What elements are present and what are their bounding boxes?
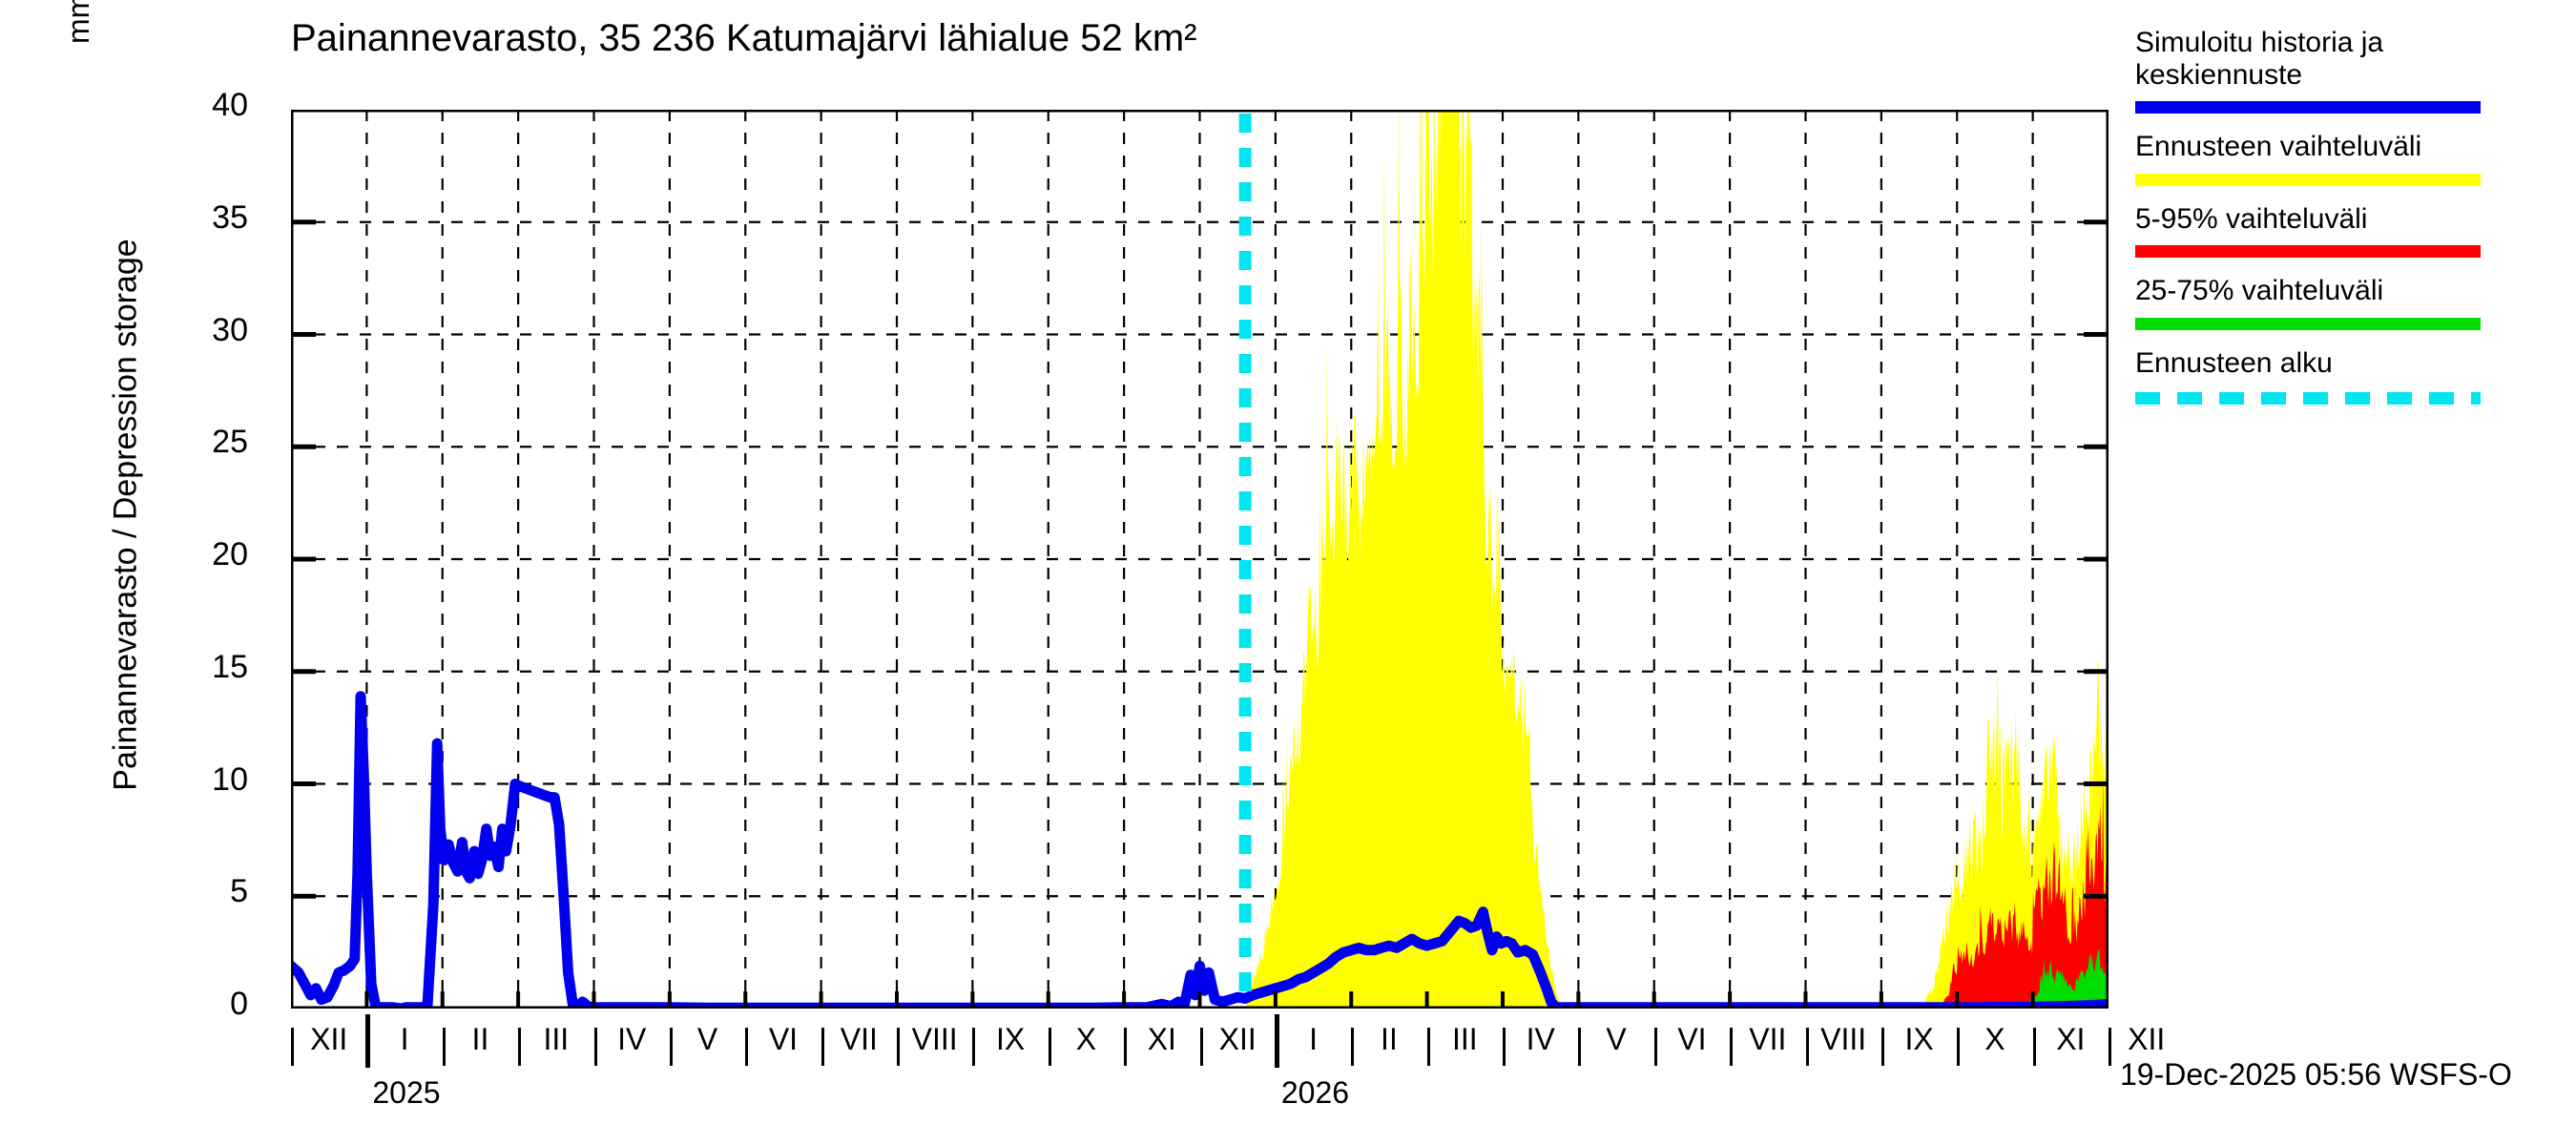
x-tick-label: IV (1526, 1022, 1555, 1056)
band-full-range (1245, 110, 2109, 1009)
x-tick-separator (1351, 1028, 1355, 1066)
x-tick-label: II (471, 1022, 489, 1056)
x-tick-separator (2109, 1028, 2111, 1066)
x-tick-separator (1653, 1028, 1657, 1066)
x-tick-label: VII (1749, 1022, 1787, 1056)
x-tick-label: X (1984, 1022, 2005, 1056)
y-tick-label: 35 (212, 198, 248, 236)
legend-item-swatch (2135, 391, 2481, 405)
x-tick-label: II (1381, 1022, 1398, 1056)
gridlines (291, 110, 2109, 1009)
x-tick-label: XI (1147, 1022, 1176, 1056)
x-tick-separator (1426, 1028, 1430, 1066)
x-tick-separator (821, 1028, 824, 1066)
x-tick-separator (1503, 1028, 1506, 1066)
legend-item-swatch (2135, 317, 2481, 330)
x-tick-separator (897, 1028, 900, 1066)
plot-area (291, 110, 2109, 1009)
series-simulated-history-line (291, 691, 2109, 1009)
y-tick-label: 25 (212, 424, 248, 461)
x-tick-separator (669, 1028, 673, 1066)
legend-item-swatch (2135, 173, 2481, 186)
x-tick-label: VIII (911, 1022, 958, 1056)
legend-item: Simuloitu historia ja keskiennuste (2135, 27, 2574, 114)
x-tick-label: XII (310, 1022, 348, 1056)
x-tick-separator (1048, 1028, 1051, 1066)
x-tick-label: V (696, 1022, 718, 1056)
x-tick-label: IX (995, 1022, 1026, 1056)
legend-item: Ennusteen vaihteluväli (2135, 131, 2574, 186)
y-tick-label: 40 (212, 87, 248, 123)
chart-legend: Simuloitu historia ja keskiennuste Ennust… (2135, 27, 2574, 408)
x-tick-separator (518, 1028, 522, 1066)
x-tick-separator (2032, 1028, 2036, 1066)
legend-item-label: Simuloitu historia ja keskiennuste (2135, 27, 2384, 91)
x-tick-label: IV (617, 1022, 647, 1056)
x-tick-label: XII (2128, 1022, 2166, 1056)
x-tick-separator (1124, 1028, 1128, 1066)
y-tick-label: 15 (212, 648, 248, 685)
x-year-separator (365, 1014, 371, 1068)
x-tick-label: VI (1677, 1022, 1707, 1056)
x-tick-label: XI (2056, 1022, 2086, 1056)
x-year-separator (1274, 1014, 1279, 1068)
band-5-95 (1245, 775, 2109, 1009)
x-tick-separator (1880, 1028, 1884, 1066)
x-year-label: 2026 (1280, 1075, 1350, 1110)
y-tick-label: 10 (212, 760, 248, 798)
x-tick-separator (972, 1028, 976, 1066)
axis-frame (291, 110, 2109, 1009)
legend-item: Ennusteen alku (2135, 347, 2574, 405)
x-tick-separator (1805, 1028, 1809, 1066)
x-tick-label: III (1451, 1022, 1478, 1056)
x-tick-label: I (400, 1022, 409, 1056)
y-tick-label: 30 (212, 311, 248, 348)
x-tick-label: VIII (1820, 1022, 1867, 1056)
x-tick-label: XII (1218, 1022, 1257, 1056)
x-tick-label: IX (1904, 1022, 1934, 1056)
y-axis-unit: mm (61, 0, 95, 44)
y-tick-label: 20 (212, 536, 248, 572)
x-tick-separator (442, 1028, 446, 1066)
legend-item-label: 5-95% vaihteluväli (2135, 202, 2368, 235)
y-tick-label: 0 (230, 986, 248, 1022)
x-tick-separator (1957, 1028, 1961, 1066)
x-tick-separator (745, 1028, 749, 1066)
x-tick-label: VII (840, 1022, 878, 1056)
x-year-label: 2025 (372, 1075, 441, 1110)
legend-item-label: Ennusteen alku (2135, 346, 2333, 379)
chart-title: Painannevarasto, 35 236 Katumajärvi lähi… (291, 17, 1197, 59)
forecast-bands (1245, 110, 2109, 1009)
x-tick-separator (1199, 1028, 1203, 1066)
y-axis-label: Painannevarasto / Depression storage (107, 239, 144, 791)
legend-item-label: Ennusteen vaihteluväli (2135, 131, 2422, 163)
x-tick-label: X (1075, 1022, 1097, 1056)
legend-item: 5-95% vaihteluväli (2135, 203, 2574, 259)
legend-item-swatch (2135, 245, 2481, 259)
legend-item: 25-75% vaihteluväli (2135, 275, 2574, 330)
x-tick-separator (593, 1028, 597, 1066)
x-tick-separator (1578, 1028, 1582, 1066)
legend-item-label: 25-75% vaihteluväli (2135, 275, 2384, 307)
footer-timestamp: 19-Dec-2025 05:56 WSFS-O (2120, 1057, 2512, 1092)
chart-canvas (291, 110, 2109, 1009)
x-tick-label: V (1606, 1022, 1627, 1056)
y-tick-label: 5 (230, 873, 248, 910)
x-tick-label: III (543, 1022, 570, 1056)
legend-item-swatch (2135, 101, 2481, 114)
x-tick-label: VI (768, 1022, 799, 1056)
x-tick-separator (1730, 1028, 1734, 1066)
x-tick-label: I (1309, 1022, 1318, 1056)
x-tick-separator (291, 1028, 294, 1066)
